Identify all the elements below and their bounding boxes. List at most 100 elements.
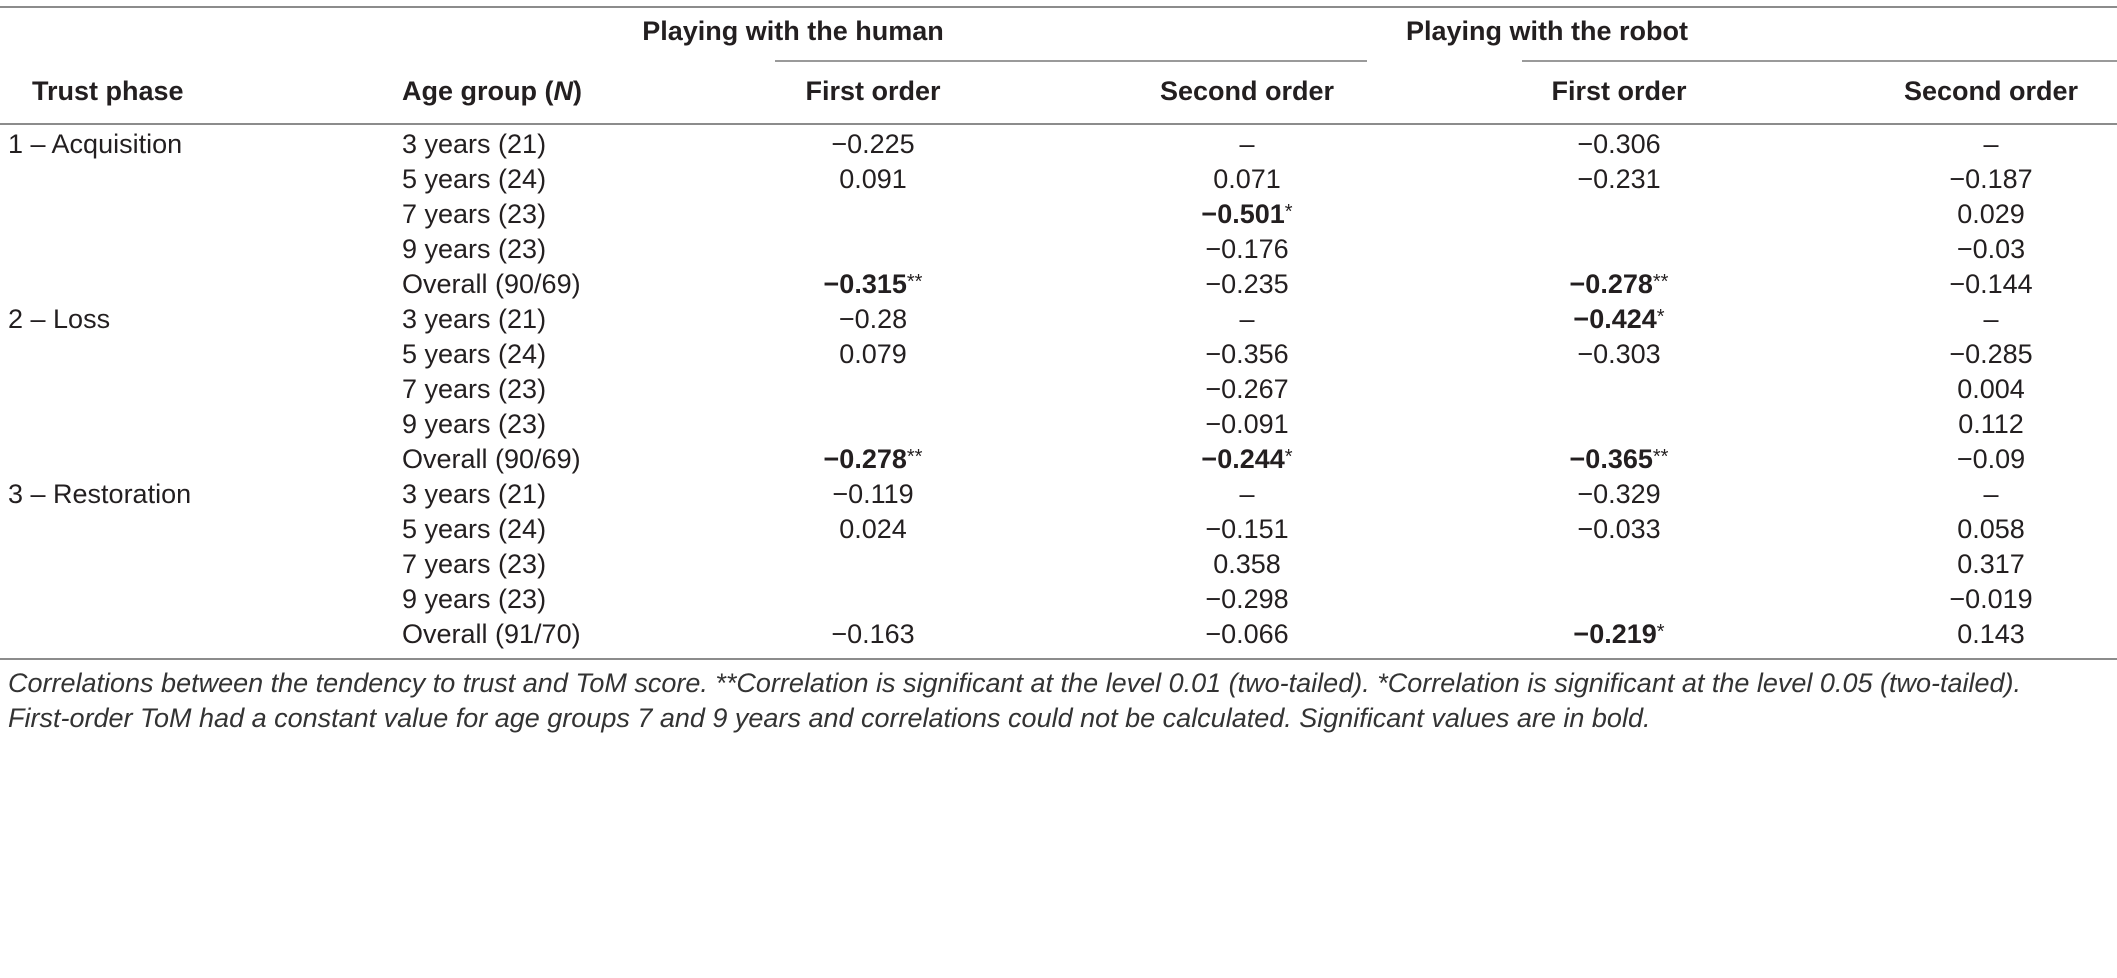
cell-value: 0.071 [1213,164,1281,194]
cell-robot-second: −0.187 [1949,162,2032,196]
cell-value: −0.365 [1569,444,1653,474]
cell-value: −0.144 [1949,269,2033,299]
cell-robot-second: −0.019 [1949,582,2032,616]
cell-robot-first: −0.231 [1577,162,1660,196]
cell-robot-first: −0.306 [1577,127,1660,161]
cell-value: 3 years (21) [402,479,547,509]
cell-human-first: −0.315** [824,267,923,304]
cell-age-group: 7 years (23) [402,197,546,231]
cell-value: −0.091 [1205,409,1289,439]
cell-trust-phase: 2 – Loss [8,302,110,336]
cell-robot-second: 0.029 [1957,197,2025,231]
cell-human-second: −0.356 [1205,337,1288,371]
cell-value: −0.176 [1205,234,1289,264]
table-footnote: Correlations between the tendency to tru… [8,666,2108,736]
cell-robot-first: −0.278** [1570,267,1669,304]
cell-value: 2 – Loss [8,304,111,334]
cell-value: −0.163 [831,619,915,649]
cell-value: 0.058 [1957,514,2025,544]
cell-human-first: −0.119 [832,477,913,511]
cell-robot-second: −0.03 [1957,232,2025,266]
significance-marker: ** [1652,271,1669,293]
cell-value: −0.066 [1205,619,1289,649]
col-header-age-group: Age group (N) [402,76,582,106]
cell-value: −0.278 [1569,269,1653,299]
cell-trust-phase: 3 – Restoration [8,477,191,511]
cell-human-second: −0.267 [1205,372,1288,406]
cell-human-first: 0.024 [839,512,907,546]
cell-value: – [1239,304,1255,334]
cell-robot-second: 0.112 [1958,407,2024,441]
cell-value: 7 years (23) [402,549,547,579]
cell-age-group: 5 years (24) [402,337,546,371]
cell-age-group: Overall (90/69) [402,442,581,476]
cell-human-second: 0.358 [1213,547,1281,581]
group-header-robot: Playing with the robot [1406,16,1688,46]
cell-robot-second: −0.09 [1957,442,2025,476]
cell-value: −0.244 [1201,444,1285,474]
significance-marker: ** [906,446,923,468]
cell-value: 0.358 [1213,549,1281,579]
cell-value: −0.315 [823,269,907,299]
cell-value: 7 years (23) [402,199,547,229]
cell-human-second: – [1239,477,1254,511]
cell-value: 9 years (23) [402,234,547,264]
cell-age-group: 3 years (21) [402,302,546,336]
cell-age-group: 9 years (23) [402,232,546,266]
cell-value: −0.03 [1956,234,2026,264]
cell-robot-second: 0.058 [1957,512,2025,546]
cell-value: – [1239,129,1255,159]
cell-value: 0.143 [1957,619,2025,649]
cell-human-first: 0.079 [839,337,907,371]
cell-human-second: 0.071 [1213,162,1281,196]
cell-trust-phase: 1 – Acquisition [8,127,182,161]
cell-age-group: 9 years (23) [402,582,546,616]
cell-value: 0.112 [1958,409,2024,439]
cell-value: 3 years (21) [402,129,547,159]
cell-human-second: −0.066 [1205,617,1288,651]
cell-age-group: 5 years (24) [402,162,546,196]
cell-robot-second: 0.317 [1957,547,2025,581]
cell-age-group: Overall (90/69) [402,267,581,301]
cell-robot-first: −0.365** [1570,442,1669,479]
col-header-human-second: Second order [1159,76,1335,106]
table-bottom-rule [0,658,2117,660]
cell-value: 0.317 [1957,549,2025,579]
cell-human-first: −0.163 [831,617,914,651]
cell-value: −0.231 [1577,164,1661,194]
cell-value: 3 – Restoration [8,479,192,509]
cell-value: Overall (90/69) [402,269,581,299]
cell-age-group: 3 years (21) [402,127,546,161]
cell-human-second: −0.235 [1205,267,1288,301]
cell-value: −0.329 [1577,479,1661,509]
cell-value: −0.151 [1205,514,1289,544]
cell-robot-first: −0.033 [1577,512,1660,546]
age-group-n: N [553,76,574,106]
cell-value: −0.119 [832,479,914,509]
cell-value: 5 years (24) [402,514,547,544]
cell-robot-second: 0.004 [1957,372,2025,406]
cell-value: – [1983,129,1999,159]
age-group-label: Age group [402,76,537,106]
cell-value: – [1983,479,1999,509]
cell-value: −0.424 [1573,304,1657,334]
cell-human-second: −0.501* [1201,197,1292,234]
cell-value: 0.079 [839,339,907,369]
cell-human-second: −0.298 [1205,582,1288,616]
cell-human-first: −0.225 [831,127,914,161]
col-header-trust-phase: Trust phase [32,76,184,106]
cell-value: 5 years (24) [402,339,547,369]
cell-value: 0.029 [1957,199,2025,229]
group-rule-human [775,60,1367,62]
footnote-line-2: First-order ToM had a constant value for… [8,703,1651,733]
col-header-robot-second: Second order [1903,76,2079,106]
cell-human-first: −0.28 [839,302,907,336]
cell-value: −0.033 [1577,514,1661,544]
cell-value: 0.091 [839,164,907,194]
cell-value: −0.09 [1956,444,2026,474]
cell-value: – [1983,304,1999,334]
col-header-human-first: First order [805,76,941,106]
cell-value: −0.219 [1573,619,1657,649]
cell-human-first: −0.278** [824,442,923,479]
significance-marker: * [1656,621,1665,643]
